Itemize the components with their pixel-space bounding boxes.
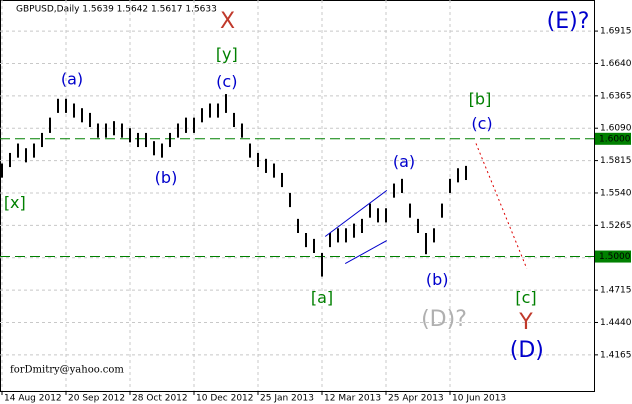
chart-subtitle: GBPUSD,Daily 1.5639 1.5642 1.5617 1.5633 [16, 5, 217, 15]
wave-line [344, 240, 388, 265]
y-tick-label: 1.6915 [600, 27, 632, 37]
wave-label: [a] [311, 288, 333, 307]
y-tick-label: 1.6365 [600, 91, 632, 101]
wave-label: [x] [4, 193, 26, 212]
y-tick-label: 1.5265 [600, 221, 632, 231]
y-tick-label: 1.4715 [600, 286, 632, 296]
level-box [595, 250, 631, 263]
wave-label: (D)? [421, 307, 467, 332]
level-label: 1.5000 [599, 252, 631, 262]
y-tick-label: 1.6640 [600, 59, 632, 69]
wave-label: (E)? [547, 9, 590, 34]
wave-label: X [220, 9, 235, 34]
grid [0, 0, 594, 391]
marks [1, 94, 467, 277]
x-tick-label: 10 Jun 2013 [452, 394, 506, 404]
overlay: X [y] (c) (a) (b) [x] [a] (a) (b) [b] (c) (D)? [c] Y (… [4, 9, 590, 363]
x-tick-label: 14 Aug 2012 [4, 394, 62, 404]
wave-label: (D) [510, 338, 544, 363]
wave-label: (a) [393, 152, 415, 171]
y-tick-label: 1.4440 [600, 318, 632, 328]
y-tick-label: 1.5540 [600, 188, 632, 198]
y-tick-label: 1.5815 [600, 156, 632, 166]
x-tick-label: 20 Sep 2012 [68, 394, 125, 404]
y-tick-label: 1.6090 [600, 124, 632, 134]
wave-label: (a) [61, 70, 83, 89]
wave-label: (b) [155, 168, 178, 187]
wave-label: (c) [216, 72, 237, 91]
x-tick-label: 12 Mar 2013 [324, 394, 381, 404]
x-tick-label: 10 Dec 2012 [196, 394, 254, 404]
y-tick-label: 1.4165 [600, 350, 632, 360]
plot-frame [0, 0, 595, 392]
level-box [595, 132, 631, 145]
wave-label: Y [518, 310, 533, 335]
x-tick-label: 28 Oct 2012 [132, 394, 188, 404]
watermark: forDmitry@yahoo.com [10, 365, 124, 376]
x-tick-label: 25 Apr 2013 [388, 394, 444, 404]
wave-label: [b] [469, 90, 492, 109]
wave-line [324, 189, 388, 237]
wave-label: [c] [515, 288, 536, 307]
wave-label: [y] [216, 45, 238, 64]
level-label: 1.6000 [599, 134, 631, 144]
wave-label: (b) [426, 270, 449, 289]
wave-label: (c) [471, 114, 492, 133]
x-tick-label: 25 Jan 2013 [260, 394, 314, 404]
